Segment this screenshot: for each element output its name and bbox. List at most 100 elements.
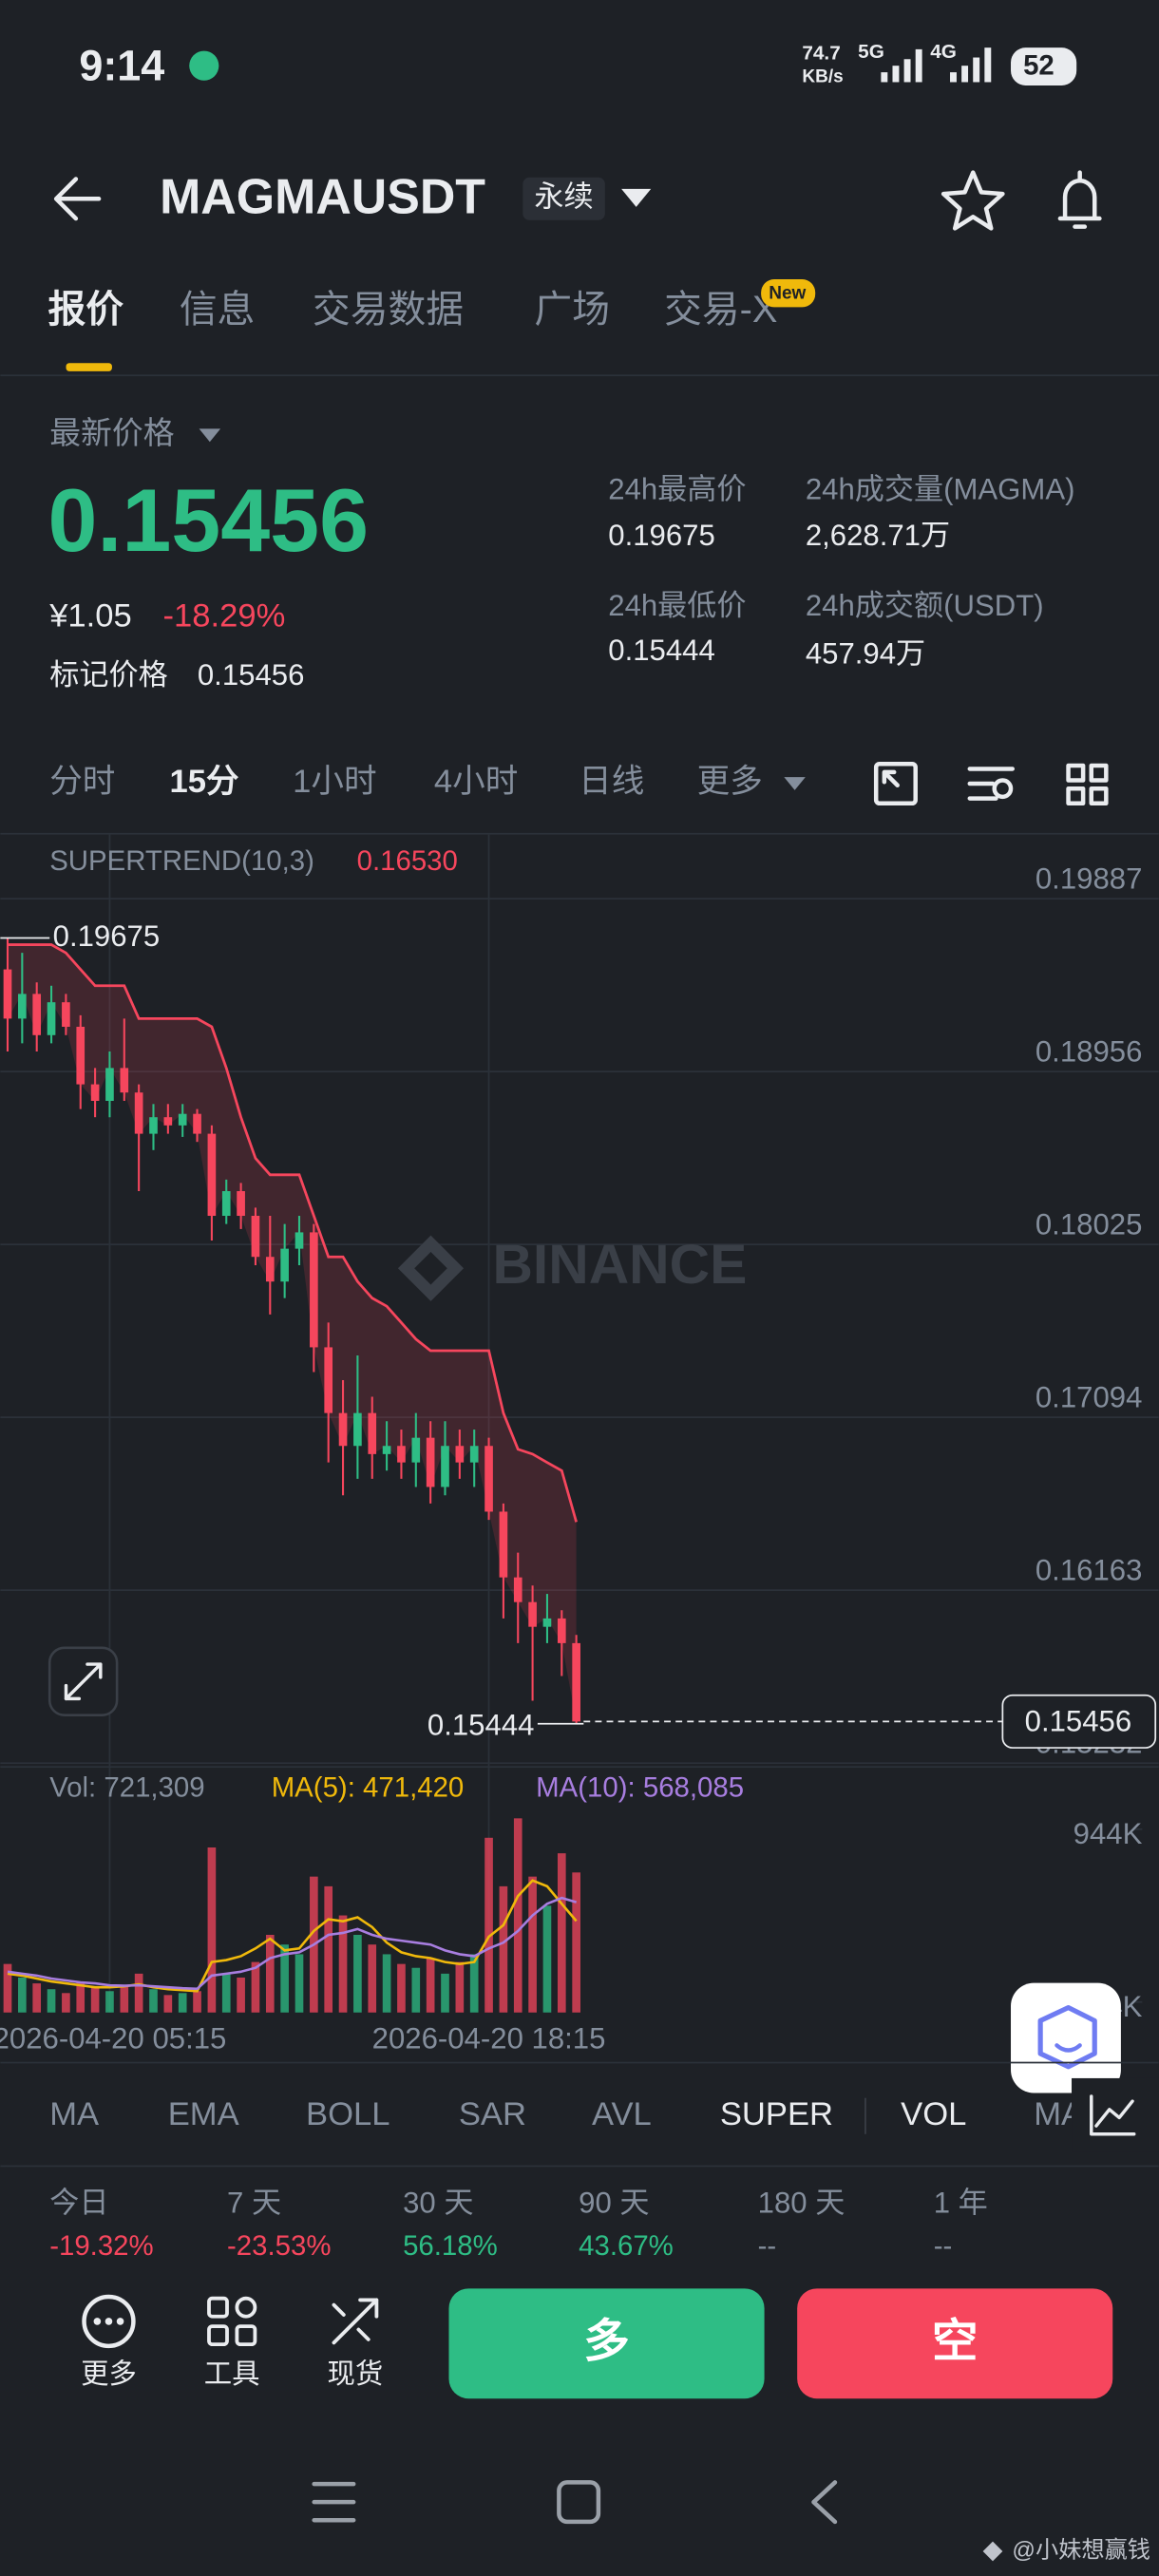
candle-body <box>310 1232 318 1348</box>
candle-body <box>572 1642 580 1722</box>
y-tick-label: 0.16163 <box>1036 1553 1143 1586</box>
period-label: 90 天 <box>579 2186 649 2219</box>
y-tick-label: 944K <box>1074 1817 1143 1850</box>
grid <box>0 834 1159 2013</box>
contract-badge <box>522 177 605 220</box>
signal-b <box>950 47 992 83</box>
candle-body <box>397 1446 406 1463</box>
candle-body <box>469 1446 479 1463</box>
period-label: 30 天 <box>403 2186 473 2219</box>
network-b: 4G <box>930 41 957 63</box>
mark-price-label: 标记价格 <box>49 658 168 691</box>
candle-body <box>324 1347 333 1413</box>
short-button[interactable] <box>797 2288 1113 2399</box>
nav-home[interactable] <box>557 2480 601 2525</box>
divider <box>0 1766 1159 1769</box>
interval[interactable]: 更多 <box>697 764 763 800</box>
candle-body <box>105 1068 114 1101</box>
volume-bar <box>557 1853 566 2013</box>
candle-body <box>294 1232 304 1249</box>
favorite-button[interactable] <box>940 170 1005 231</box>
volume-bar <box>163 1995 173 2013</box>
chart: 0.198870.189560.180250.170940.161630.152… <box>0 834 1159 2055</box>
candle-body <box>484 1446 493 1512</box>
tab[interactable]: 交易-X <box>664 289 777 331</box>
nav-menu[interactable] <box>312 2481 356 2523</box>
interval[interactable]: 分时 <box>49 764 115 800</box>
volume-bar <box>324 1885 333 2013</box>
candle-body <box>47 1002 56 1035</box>
volume-bar <box>411 1967 421 2013</box>
candle-body <box>353 1412 362 1447</box>
indicator-tab[interactable]: BOLL <box>306 2096 390 2132</box>
divider <box>0 832 1159 835</box>
indicator-tab[interactable]: SUPER <box>720 2096 833 2132</box>
nav-back[interactable] <box>811 2480 838 2525</box>
axis-labels: 0.198870.189560.180250.170940.161630.152… <box>0 862 1157 2055</box>
candle-body <box>411 1437 421 1463</box>
last-price: 0.15456 <box>48 470 369 570</box>
ma5-label: MA(5): 471,420 <box>272 1771 465 1803</box>
interval[interactable]: 日线 <box>579 764 644 800</box>
volume-bar <box>251 1961 260 2013</box>
candle-body <box>149 1117 158 1134</box>
symbol: MAGMAUSDT <box>160 169 485 224</box>
volume-bar <box>105 1991 114 2013</box>
indicator-tab[interactable]: MA <box>49 2096 99 2132</box>
candle-body <box>207 1133 217 1217</box>
alert-button[interactable] <box>1057 170 1102 229</box>
candle-body <box>120 1068 129 1093</box>
chart-type-icon[interactable] <box>1090 2094 1136 2136</box>
tools-icon[interactable] <box>207 2296 257 2347</box>
candle-body <box>368 1412 377 1454</box>
interval[interactable]: 4小时 <box>434 764 518 800</box>
period-change: 56.18% <box>403 2230 498 2262</box>
network-a: 5G <box>858 41 884 63</box>
layout-icon[interactable] <box>1066 763 1109 806</box>
back-button[interactable] <box>53 177 102 221</box>
price-label-dropdown[interactable] <box>199 428 221 443</box>
candle-body <box>513 1577 522 1602</box>
spot-icon[interactable] <box>332 2298 379 2345</box>
candle-body <box>265 1257 275 1282</box>
long-button[interactable] <box>448 2288 765 2399</box>
candle-body <box>542 1618 552 1627</box>
candle-body <box>441 1446 449 1487</box>
action-label[interactable]: 更多 <box>81 2358 137 2390</box>
tab[interactable]: 报价 <box>48 289 124 331</box>
symbol-dropdown[interactable] <box>621 188 652 207</box>
tab[interactable]: 交易数据 <box>313 289 464 331</box>
candle-body <box>251 1216 260 1258</box>
candle-body <box>528 1601 537 1627</box>
mark-price: 0.15456 <box>198 658 305 691</box>
volume-bar <box>484 1837 493 2013</box>
interval[interactable]: 1小时 <box>293 764 376 800</box>
candle-body <box>221 1191 231 1217</box>
candle-body <box>426 1437 435 1487</box>
new-badge-text: New <box>769 284 806 304</box>
candle-body <box>62 1002 70 1027</box>
assistant-icon <box>1037 2004 1097 2070</box>
indicator-tab[interactable]: SAR <box>459 2096 526 2132</box>
indicator-icon[interactable] <box>967 767 1015 801</box>
indicator-tab[interactable]: EMA <box>168 2096 239 2132</box>
ma5-line <box>7 1879 578 1993</box>
indicator-label: SUPERTREND(10,3) <box>49 845 314 877</box>
tab[interactable]: 信息 <box>180 289 256 331</box>
volume-label: Vol: 721,309 <box>49 1771 204 1803</box>
divider <box>0 2061 1159 2064</box>
more-icon[interactable] <box>82 2294 136 2349</box>
volume-bar <box>178 1993 187 2013</box>
action-label[interactable]: 现货 <box>328 2358 384 2390</box>
interval[interactable]: 15分 <box>169 764 238 800</box>
assistant-button[interactable] <box>1011 1982 1121 2093</box>
indicator-tab[interactable]: VOL <box>901 2096 966 2132</box>
more-dropdown[interactable] <box>784 777 806 790</box>
period-change: -19.32% <box>49 2230 153 2262</box>
action-label[interactable]: 工具 <box>204 2358 260 2390</box>
indicator-tab[interactable]: AVL <box>592 2096 652 2132</box>
chart-settings-icon[interactable] <box>873 762 918 806</box>
tab[interactable]: 广场 <box>534 289 610 331</box>
volume-bar <box>572 1872 580 2013</box>
new-badge <box>761 279 816 308</box>
